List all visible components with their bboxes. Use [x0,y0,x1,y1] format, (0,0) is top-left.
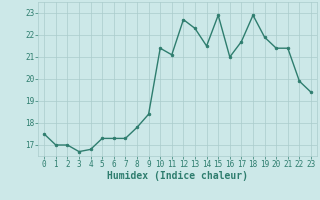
X-axis label: Humidex (Indice chaleur): Humidex (Indice chaleur) [107,171,248,181]
